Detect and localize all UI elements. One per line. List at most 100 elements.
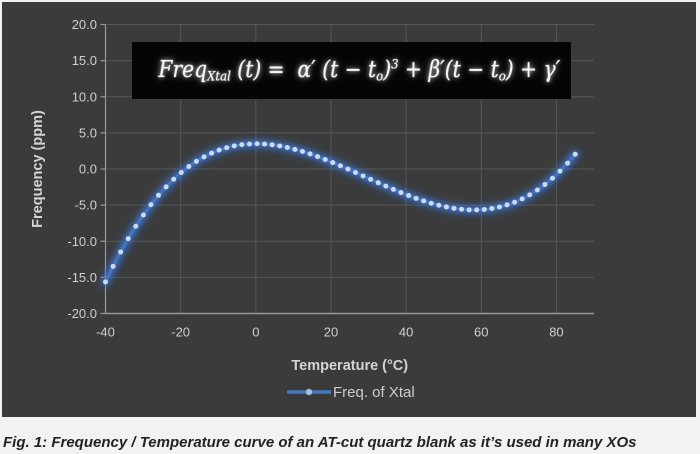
series-marker xyxy=(451,205,457,211)
formula-segment: Freq xyxy=(158,56,208,83)
series-marker xyxy=(186,164,192,170)
series-marker xyxy=(360,173,366,179)
series-marker xyxy=(353,169,358,175)
series-marker xyxy=(398,190,404,196)
series-marker xyxy=(231,143,237,149)
legend[interactable]: Freq. of Xtal xyxy=(287,384,415,401)
series-marker xyxy=(140,212,146,218)
caption-strip: Fig. 1: Frequency / Temperature curve of… xyxy=(0,417,700,454)
formula-segment: Xtal xyxy=(207,69,232,85)
series-marker xyxy=(330,160,336,166)
series-marker xyxy=(178,169,184,175)
series-marker xyxy=(246,141,252,147)
y-tick-label: 15.0 xyxy=(72,53,97,68)
y-axis-title: Frequency (ppm) xyxy=(30,110,46,228)
series-marker xyxy=(315,154,321,160)
series-marker xyxy=(239,142,245,148)
series-marker xyxy=(572,151,578,157)
x-tick-label: 20 xyxy=(324,325,338,340)
y-tick-label: -15.0 xyxy=(67,270,97,285)
series-marker xyxy=(459,206,465,212)
series-marker xyxy=(549,175,555,181)
formula-textbox[interactable]: FreqXtal (t) = α′ (t − to)3 + β′(t − to)… xyxy=(132,42,571,99)
series-marker xyxy=(496,204,502,210)
y-tick-label: 20.0 xyxy=(72,17,97,32)
series-marker xyxy=(193,158,199,164)
formula-equation: FreqXtal (t) = α′ (t − to)3 + β′(t − to)… xyxy=(159,57,561,85)
series-marker xyxy=(201,154,207,160)
series-marker xyxy=(436,202,442,208)
formula-segment: + β′(t − t xyxy=(398,56,499,83)
y-tick-label: 10.0 xyxy=(72,89,97,104)
series-marker xyxy=(565,160,571,166)
x-tick-label: -20 xyxy=(171,325,190,340)
legend-series-label: Freq. of Xtal xyxy=(333,384,415,401)
series-marker xyxy=(224,145,230,151)
series-marker xyxy=(133,223,139,229)
series-marker xyxy=(125,236,131,242)
series-marker xyxy=(156,192,162,198)
axis-labels: 20.0 15.0 10.0 5.0 0.0 -5.0 -10.0 -15.0 -20.0 -40… xyxy=(67,17,563,340)
series-marker xyxy=(277,143,283,149)
series-marker xyxy=(466,207,472,213)
series-marker xyxy=(368,176,374,182)
series-marker xyxy=(254,141,260,147)
series-marker xyxy=(428,200,434,206)
series-marker xyxy=(269,142,275,148)
x-axis-title: Temperature (°C) xyxy=(291,358,408,374)
figure-caption: Fig. 1: Frequency / Temperature curve of… xyxy=(3,434,637,451)
series-marker xyxy=(345,166,351,172)
series-marker xyxy=(148,202,154,208)
y-tick-label: -10.0 xyxy=(67,234,97,249)
series-marker xyxy=(322,157,328,163)
series-marker xyxy=(383,183,389,189)
series-marker xyxy=(103,279,108,285)
x-tick-label: -40 xyxy=(96,325,115,340)
y-tick-label: 5.0 xyxy=(79,125,97,140)
series-marker xyxy=(171,176,177,182)
data-series-freq-of-xtal[interactable] xyxy=(99,137,582,289)
series-marker xyxy=(307,151,313,157)
formula-segment: ) + γ′ xyxy=(505,56,561,83)
y-tick-label: 0.0 xyxy=(79,162,97,177)
y-tick-label: -20.0 xyxy=(67,306,97,321)
series-marker xyxy=(557,168,563,174)
series-marker xyxy=(534,187,540,193)
series-marker xyxy=(443,204,449,210)
series-marker xyxy=(519,196,525,202)
series-marker xyxy=(216,147,222,153)
x-tick-label: 60 xyxy=(474,325,488,340)
y-tick-label: -5.0 xyxy=(75,198,97,213)
formula-segment: ) xyxy=(383,56,392,83)
series-marker xyxy=(390,186,396,192)
series-marker xyxy=(481,206,487,212)
formula-segment: o xyxy=(498,69,506,85)
series-marker xyxy=(489,206,495,212)
series-marker xyxy=(299,149,305,155)
series-marker xyxy=(504,202,510,208)
x-tick-label: 0 xyxy=(252,325,259,340)
formula-segment: o xyxy=(376,69,384,85)
series-marker xyxy=(284,144,290,150)
series-marker xyxy=(375,180,381,186)
series-marker xyxy=(262,141,268,147)
series-marker xyxy=(292,146,298,152)
series-marker xyxy=(209,150,215,156)
series-marker xyxy=(413,195,419,201)
series-marker xyxy=(421,198,427,204)
formula-segment: 3 xyxy=(391,57,399,73)
formula-segment: (t) = α′ (t − t xyxy=(231,56,377,83)
series-marker xyxy=(406,193,412,199)
series-marker xyxy=(118,249,124,255)
series-marker xyxy=(527,192,533,198)
x-tick-label: 80 xyxy=(549,325,563,340)
series-marker xyxy=(542,182,548,188)
series-marker xyxy=(337,163,343,169)
chart-plot-background: 20.0 15.0 10.0 5.0 0.0 -5.0 -10.0 -15.0 -20.0 -40… xyxy=(2,2,696,417)
series-marker xyxy=(163,184,169,190)
series-marker xyxy=(110,263,116,269)
x-tick-label: 40 xyxy=(399,325,413,340)
series-marker xyxy=(512,199,518,205)
legend-marker-sample xyxy=(305,388,313,396)
